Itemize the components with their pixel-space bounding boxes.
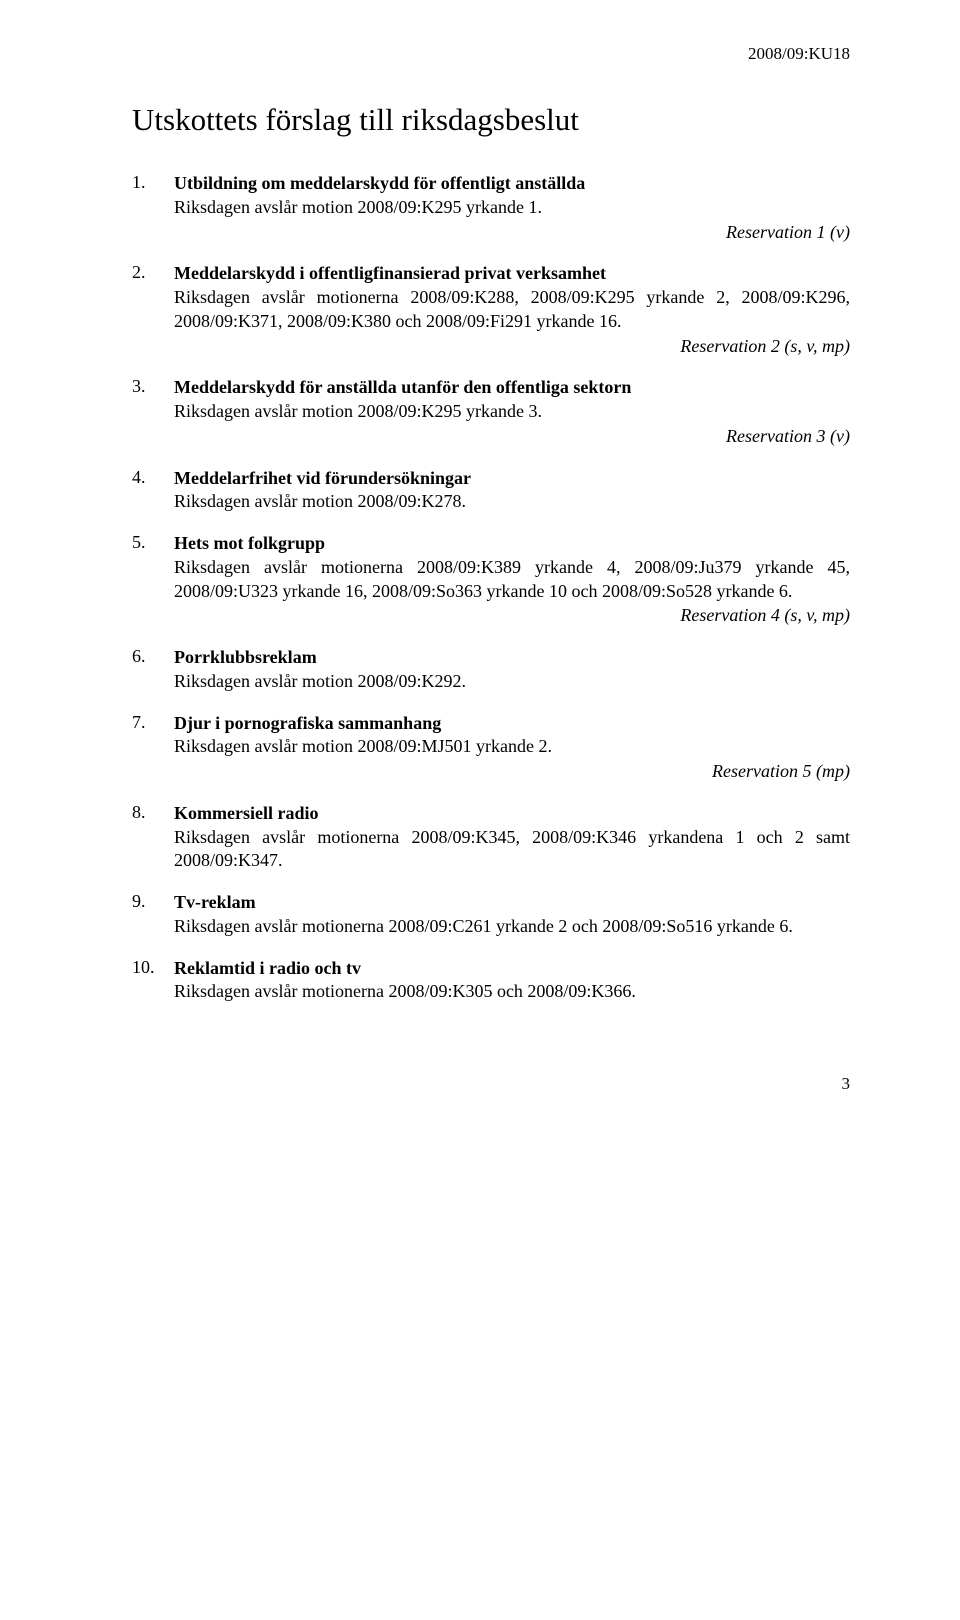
item-text: Riksdagen avslår motionerna 2008/09:K389… (174, 556, 850, 604)
item-title: Tv-reklam (174, 891, 850, 915)
item-text: Riksdagen avslår motion 2008/09:MJ501 yr… (174, 735, 850, 759)
item-title: Meddelarskydd för anställda utanför den … (174, 376, 850, 400)
reservation: Reservation 4 (s, v, mp) (174, 604, 850, 628)
item-text: Riksdagen avslår motion 2008/09:K295 yrk… (174, 196, 850, 220)
list-item: 6. Porrklubbsreklam Riksdagen avslår mot… (132, 646, 850, 694)
item-text: Riksdagen avslår motion 2008/09:K278. (174, 490, 850, 514)
list-item: 8. Kommersiell radio Riksdagen avslår mo… (132, 802, 850, 873)
item-number: 6. (132, 646, 174, 694)
item-title: Reklamtid i radio och tv (174, 957, 850, 981)
item-text: Riksdagen avslår motionerna 2008/09:C261… (174, 915, 850, 939)
reservation: Reservation 1 (v) (174, 221, 850, 245)
list-item: 7. Djur i pornografiska sammanhang Riksd… (132, 712, 850, 784)
item-text: Riksdagen avslår motion 2008/09:K292. (174, 670, 850, 694)
reservation: Reservation 3 (v) (174, 425, 850, 449)
item-number: 1. (132, 172, 174, 244)
item-text: Riksdagen avslår motionerna 2008/09:K288… (174, 286, 850, 334)
list-item: 5. Hets mot folkgrupp Riksdagen avslår m… (132, 532, 850, 628)
list-item: 2. Meddelarskydd i offentligfinansierad … (132, 262, 850, 358)
item-number: 2. (132, 262, 174, 358)
item-title: Meddelarfrihet vid förundersökningar (174, 467, 850, 491)
item-number: 4. (132, 467, 174, 515)
item-text: Riksdagen avslår motionerna 2008/09:K305… (174, 980, 850, 1004)
proposal-list: 1. Utbildning om meddelarskydd för offen… (132, 172, 850, 1004)
item-text: Riksdagen avslår motion 2008/09:K295 yrk… (174, 400, 850, 424)
reservation: Reservation 5 (mp) (174, 760, 850, 784)
item-number: 3. (132, 376, 174, 448)
list-item: 3. Meddelarskydd för anställda utanför d… (132, 376, 850, 448)
list-item: 4. Meddelarfrihet vid förundersökningar … (132, 467, 850, 515)
item-title: Kommersiell radio (174, 802, 850, 826)
item-title: Porrklubbsreklam (174, 646, 850, 670)
list-item: 9. Tv-reklam Riksdagen avslår motionerna… (132, 891, 850, 939)
item-title: Djur i pornografiska sammanhang (174, 712, 850, 736)
item-number: 10. (132, 957, 174, 1005)
item-number: 8. (132, 802, 174, 873)
item-number: 7. (132, 712, 174, 784)
item-title: Meddelarskydd i offentligfinansierad pri… (174, 262, 850, 286)
reservation: Reservation 2 (s, v, mp) (174, 335, 850, 359)
item-title: Hets mot folkgrupp (174, 532, 850, 556)
item-text: Riksdagen avslår motionerna 2008/09:K345… (174, 826, 850, 874)
list-item: 1. Utbildning om meddelarskydd för offen… (132, 172, 850, 244)
page-number: 3 (132, 1074, 850, 1094)
doc-reference: 2008/09:KU18 (132, 44, 850, 64)
page-title: Utskottets förslag till riksdagsbeslut (132, 102, 850, 138)
list-item: 10. Reklamtid i radio och tv Riksdagen a… (132, 957, 850, 1005)
item-number: 5. (132, 532, 174, 628)
item-title: Utbildning om meddelarskydd för offentli… (174, 172, 850, 196)
item-number: 9. (132, 891, 174, 939)
